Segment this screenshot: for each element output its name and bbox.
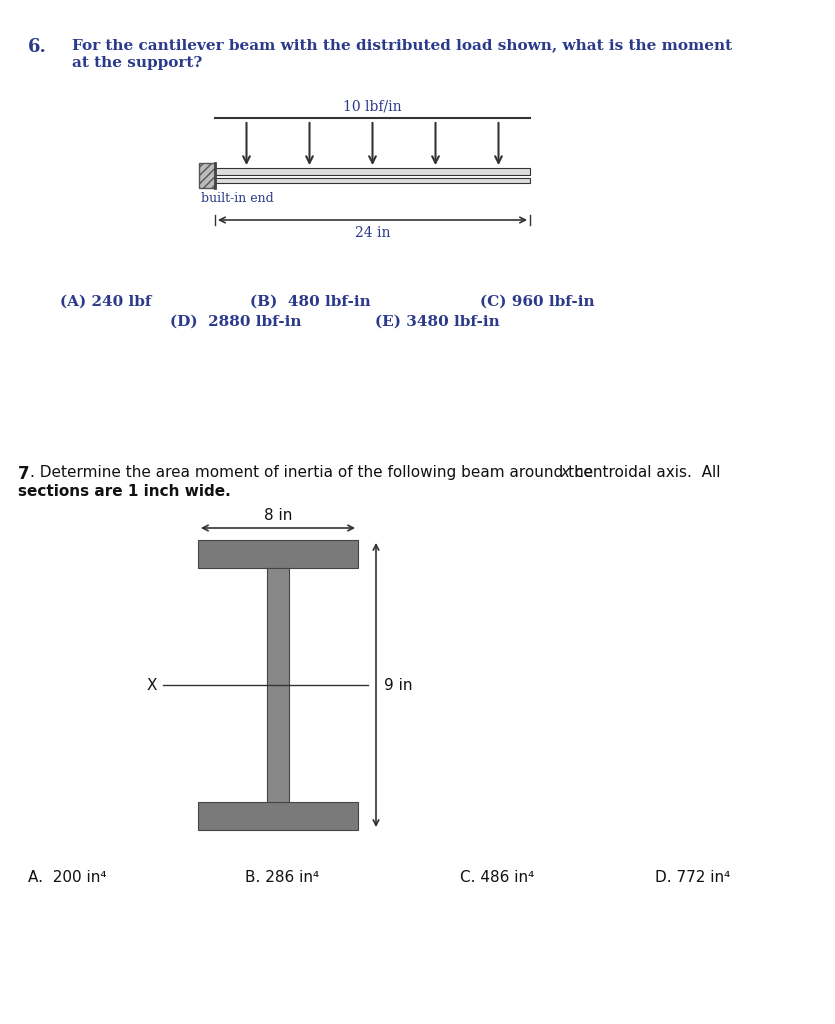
Text: x: x xyxy=(560,465,569,480)
Text: 6.: 6. xyxy=(28,38,47,56)
Text: For the cantilever beam with the distributed load shown, what is the moment: For the cantilever beam with the distrib… xyxy=(72,38,732,52)
Text: . Determine the area moment of inertia of the following beam around the: . Determine the area moment of inertia o… xyxy=(30,465,598,480)
Text: 24 in: 24 in xyxy=(355,226,390,240)
Text: C. 486 in⁴: C. 486 in⁴ xyxy=(460,870,534,885)
Bar xyxy=(198,802,358,830)
Bar xyxy=(215,168,530,175)
Bar xyxy=(215,178,530,183)
Text: 9 in: 9 in xyxy=(384,678,412,692)
Text: (B)  480 lbf-in: (B) 480 lbf-in xyxy=(250,295,371,309)
Text: centroidal axis.  All: centroidal axis. All xyxy=(570,465,721,480)
Text: sections are 1 inch wide.: sections are 1 inch wide. xyxy=(18,484,230,499)
Text: 8 in: 8 in xyxy=(264,508,292,523)
Text: at the support?: at the support? xyxy=(72,56,202,70)
Text: 10 lbf/in: 10 lbf/in xyxy=(343,100,402,114)
Bar xyxy=(267,568,289,802)
Text: B. 286 in⁴: B. 286 in⁴ xyxy=(245,870,319,885)
Text: X: X xyxy=(146,678,157,692)
Text: A.  200 in⁴: A. 200 in⁴ xyxy=(28,870,107,885)
Bar xyxy=(199,163,215,188)
Text: (C) 960 lbf-in: (C) 960 lbf-in xyxy=(480,295,595,309)
Text: (D)  2880 lbf-in: (D) 2880 lbf-in xyxy=(170,315,301,329)
Text: D. 772 in⁴: D. 772 in⁴ xyxy=(655,870,731,885)
Text: (E) 3480 lbf-in: (E) 3480 lbf-in xyxy=(375,315,500,329)
Text: built-in end: built-in end xyxy=(201,193,274,205)
Text: 7: 7 xyxy=(18,465,29,483)
Bar xyxy=(198,540,358,568)
Text: (A) 240 lbf: (A) 240 lbf xyxy=(60,295,151,309)
